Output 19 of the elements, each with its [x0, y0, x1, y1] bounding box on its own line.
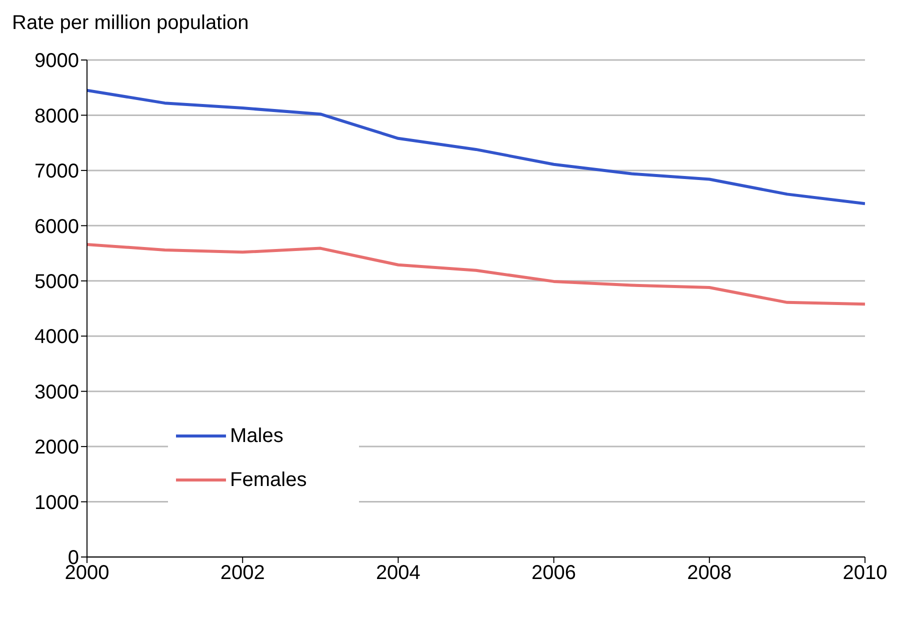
legend-label: Males [230, 424, 284, 448]
y-tick-label: 1000 [34, 492, 79, 514]
y-axis-title: Rate per million population [12, 12, 249, 35]
x-tick-label: 2006 [532, 562, 576, 584]
y-tick-label: 3000 [34, 381, 79, 404]
y-tick-label: 2000 [34, 436, 79, 459]
y-tick-label: 8000 [34, 105, 79, 128]
y-tick-label: 7000 [34, 160, 79, 183]
x-tick-label: 2002 [220, 562, 265, 584]
y-tick-label: 5000 [34, 270, 79, 293]
legend-label: Females [230, 468, 307, 492]
y-tick-label: 4000 [34, 326, 79, 348]
y-tick-label: 9000 [34, 50, 79, 72]
line-series [87, 242, 865, 306]
x-tick-label: 2004 [376, 562, 420, 584]
line-series [87, 88, 865, 206]
y-tick-label: 6000 [34, 216, 79, 238]
x-tick-label: 2008 [687, 562, 732, 584]
x-tick-label: 2010 [842, 562, 888, 584]
